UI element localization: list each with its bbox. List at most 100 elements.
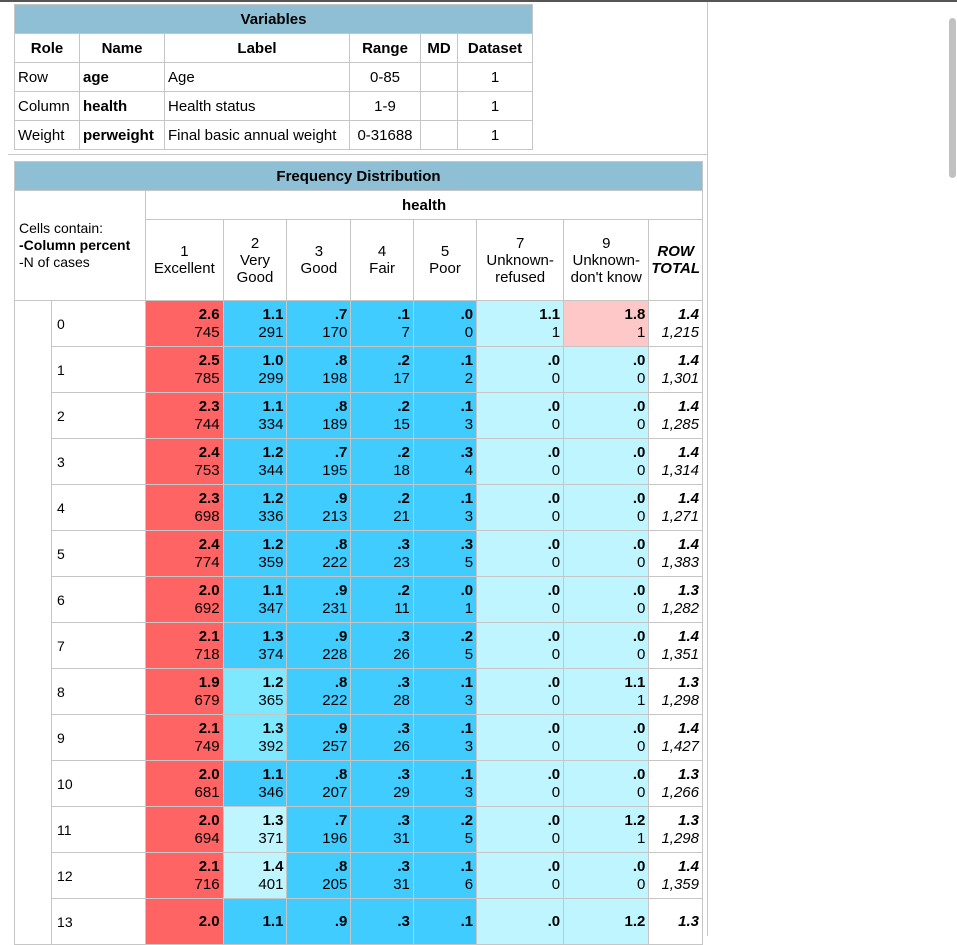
n-of-cases: 222 <box>322 691 348 709</box>
table-cell: 1.3 392 <box>222 714 288 761</box>
n-of-cases: 299 <box>258 369 284 387</box>
column-percent: .1 <box>460 489 474 507</box>
table-cell: 1.1 347 <box>222 576 288 623</box>
column-percent: .0 <box>547 489 561 507</box>
column-header[interactable]: 2 Very Good <box>222 219 288 301</box>
column-header[interactable]: 4 Fair <box>350 219 414 301</box>
column-header[interactable]: 5 Poor <box>412 219 478 301</box>
scrollbar-track[interactable] <box>946 2 957 936</box>
table-cell: .0 0 <box>563 530 650 577</box>
variable-range: 0-85 <box>349 62 421 92</box>
table-cell: 2.6 745 <box>145 300 224 347</box>
row-total-cell: 1.4 1,271 <box>648 484 703 531</box>
table-row: 13 2.0 1.1 .9 .3 .1 .0 1.2 1.3 <box>15 898 703 945</box>
n-of-cases: 359 <box>258 553 284 571</box>
table-row: 9 2.1 749 1.3 392.9 257.3 26.1 3.0 0.0 0 1.4 1,427 <box>15 714 703 761</box>
n-of-cases: 692 <box>194 599 220 617</box>
row-variable-stub <box>13 300 53 945</box>
column-label: Poor <box>429 260 461 277</box>
table-cell: .0 0 <box>563 392 650 439</box>
row-total-n: 1,359 <box>661 875 699 893</box>
variable-name[interactable]: health <box>79 91 165 121</box>
row-label: 4 <box>51 484 147 531</box>
column-percent: .1 <box>460 673 474 691</box>
n-of-cases: 31 <box>393 829 410 847</box>
column-percent: .1 <box>460 857 474 875</box>
table-cell: .7 195 <box>286 438 352 485</box>
column-percent: 2.4 <box>198 535 220 553</box>
frequency-title: Frequency Distribution <box>14 161 703 191</box>
table-cell: 1.2 344 <box>222 438 288 485</box>
column-header[interactable]: 7 Unknown-refused <box>476 219 565 301</box>
n-of-cases: 17 <box>393 369 410 387</box>
column-code: 3 <box>314 243 324 260</box>
column-percent: .1 <box>460 912 474 930</box>
n-of-cases: 679 <box>194 691 220 709</box>
table-cell: .1 7 <box>350 300 414 347</box>
row-total-cell: 1.3 1,282 <box>648 576 703 623</box>
table-row: 0 2.6 745 1.1 291.7 170.1 7.0 0 1.1 1 1.8 1 1.4 1,215 <box>13 300 703 945</box>
column-header[interactable]: 9 Unknown-don't know <box>563 219 650 301</box>
row-total-n: 1,383 <box>661 553 699 571</box>
table-cell: 1.1 334 <box>222 392 288 439</box>
n-of-cases: 0 <box>551 461 561 479</box>
column-header[interactable]: 1 Excellent <box>145 219 224 301</box>
column-percent: .3 <box>397 765 410 783</box>
column-percent: .0 <box>632 397 646 415</box>
variable-dataset: 1 <box>457 91 533 121</box>
n-of-cases: 1 <box>464 599 474 617</box>
column-percent: .3 <box>397 627 410 645</box>
row-total-percent: 1.3 <box>678 673 699 691</box>
header-label: Label <box>164 33 350 63</box>
n-of-cases: 681 <box>194 783 220 801</box>
n-of-cases: 7 <box>401 323 410 341</box>
row-label: 3 <box>51 438 147 485</box>
column-percent: .2 <box>460 627 474 645</box>
column-percent: 1.3 <box>262 627 284 645</box>
header-role: Role <box>14 33 80 63</box>
n-of-cases: 0 <box>551 829 561 847</box>
table-cell: .0 0 <box>563 484 650 531</box>
row-total-percent: 1.4 <box>678 351 699 369</box>
variable-name[interactable]: perweight <box>79 120 165 150</box>
row-total-percent: 1.3 <box>678 765 699 783</box>
n-of-cases: 0 <box>637 645 646 663</box>
table-cell: .9 257 <box>286 714 352 761</box>
table-cell: .3 31 <box>350 852 414 899</box>
column-percent: .0 <box>632 489 646 507</box>
n-of-cases: 0 <box>637 599 646 617</box>
column-percent: 1.2 <box>262 443 284 461</box>
n-of-cases: 0 <box>637 875 646 893</box>
table-cell: .7 170 <box>286 300 352 347</box>
n-of-cases: 170 <box>322 323 348 341</box>
table-cell: .8 207 <box>286 760 352 807</box>
column-header[interactable]: 3 Good <box>286 219 352 301</box>
row-label: 9 <box>51 714 147 761</box>
scrollbar-thumb[interactable] <box>949 18 956 178</box>
column-percent: .3 <box>397 811 410 829</box>
variable-name[interactable]: age <box>79 62 165 92</box>
column-percent: 1.1 <box>624 673 646 691</box>
column-percent: .9 <box>334 489 348 507</box>
column-percent: 1.1 <box>262 305 284 323</box>
table-row: 5 2.4 774 1.2 359.8 222.3 23.3 5.0 0.0 0 1.4 1,383 <box>15 530 703 577</box>
cells-contain-label: Cells contain: <box>19 220 104 236</box>
table-cell: .9 231 <box>286 576 352 623</box>
row-total-n: 1,351 <box>661 645 699 663</box>
table-cell: 2.0 681 <box>145 760 224 807</box>
column-percent: .0 <box>547 912 561 930</box>
table-cell: .3 23 <box>350 530 414 577</box>
variable-row: Row age Age 0-85 1 <box>14 62 533 92</box>
row-label: 5 <box>51 530 147 577</box>
table-cell: .1 3 <box>412 668 478 715</box>
table-cell: .1 3 <box>412 392 478 439</box>
table-cell: 2.3 698 <box>145 484 224 531</box>
n-of-cases: 0 <box>637 553 646 571</box>
variable-role: Column <box>14 91 80 121</box>
column-variable-header[interactable]: health <box>145 190 703 220</box>
cells-column-percent: -Column percent <box>19 237 131 253</box>
table-cell: .1 3 <box>412 714 478 761</box>
n-of-cases: 334 <box>258 415 284 433</box>
column-percent: .7 <box>334 305 348 323</box>
column-percent: .0 <box>632 351 646 369</box>
